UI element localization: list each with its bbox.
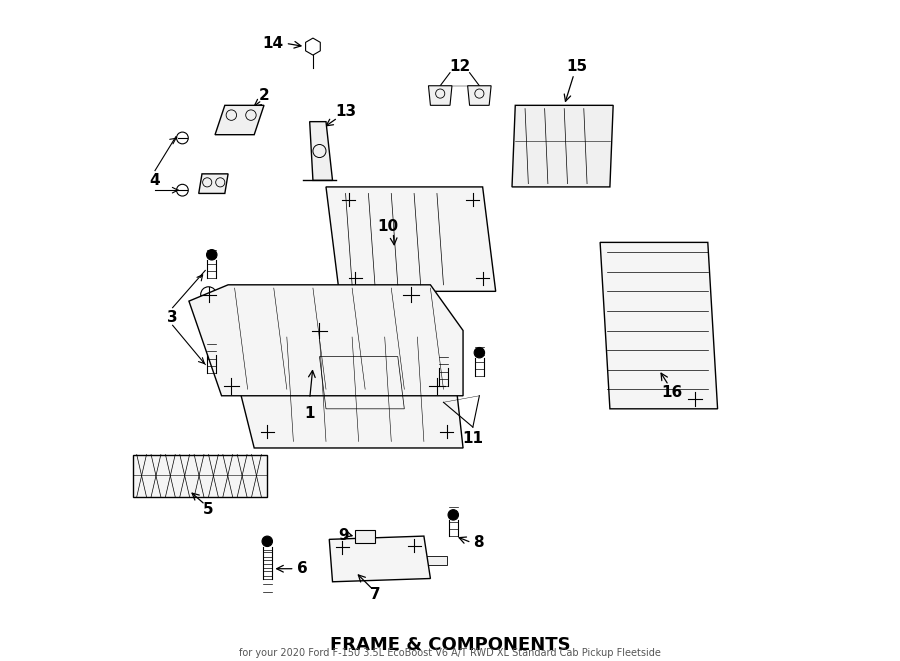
Text: 8: 8 (472, 535, 483, 550)
Text: for your 2020 Ford F-150 3.5L EcoBoost V6 A/T RWD XL Standard Cab Pickup Fleetsi: for your 2020 Ford F-150 3.5L EcoBoost V… (239, 648, 661, 658)
Text: 12: 12 (449, 59, 471, 73)
Text: 6: 6 (297, 561, 308, 576)
Polygon shape (326, 187, 496, 292)
Polygon shape (199, 174, 228, 194)
Text: 7: 7 (370, 588, 381, 602)
Polygon shape (189, 285, 464, 396)
Text: 1: 1 (304, 406, 315, 420)
Polygon shape (310, 122, 332, 180)
Text: 13: 13 (335, 104, 356, 120)
Polygon shape (424, 556, 446, 565)
Polygon shape (225, 330, 464, 448)
Polygon shape (512, 105, 613, 187)
Circle shape (438, 357, 449, 368)
Text: 16: 16 (662, 385, 682, 400)
Polygon shape (356, 529, 375, 543)
Text: 10: 10 (377, 219, 399, 233)
Circle shape (207, 344, 217, 355)
Polygon shape (329, 536, 430, 582)
Polygon shape (468, 86, 491, 105)
Text: 14: 14 (263, 36, 284, 51)
Text: 9: 9 (338, 528, 349, 543)
Text: FRAME & COMPONENTS: FRAME & COMPONENTS (329, 637, 571, 654)
Text: 15: 15 (567, 59, 588, 73)
Polygon shape (306, 38, 320, 55)
Polygon shape (215, 105, 264, 135)
Circle shape (448, 510, 458, 520)
Circle shape (474, 348, 484, 358)
Circle shape (207, 250, 217, 260)
Text: 5: 5 (203, 502, 214, 518)
Polygon shape (133, 455, 267, 497)
Polygon shape (600, 243, 717, 408)
Text: 4: 4 (149, 173, 160, 188)
Text: 11: 11 (463, 431, 483, 446)
Polygon shape (428, 86, 452, 105)
Text: 3: 3 (167, 310, 178, 325)
Text: 2: 2 (258, 88, 269, 103)
Circle shape (262, 536, 273, 547)
